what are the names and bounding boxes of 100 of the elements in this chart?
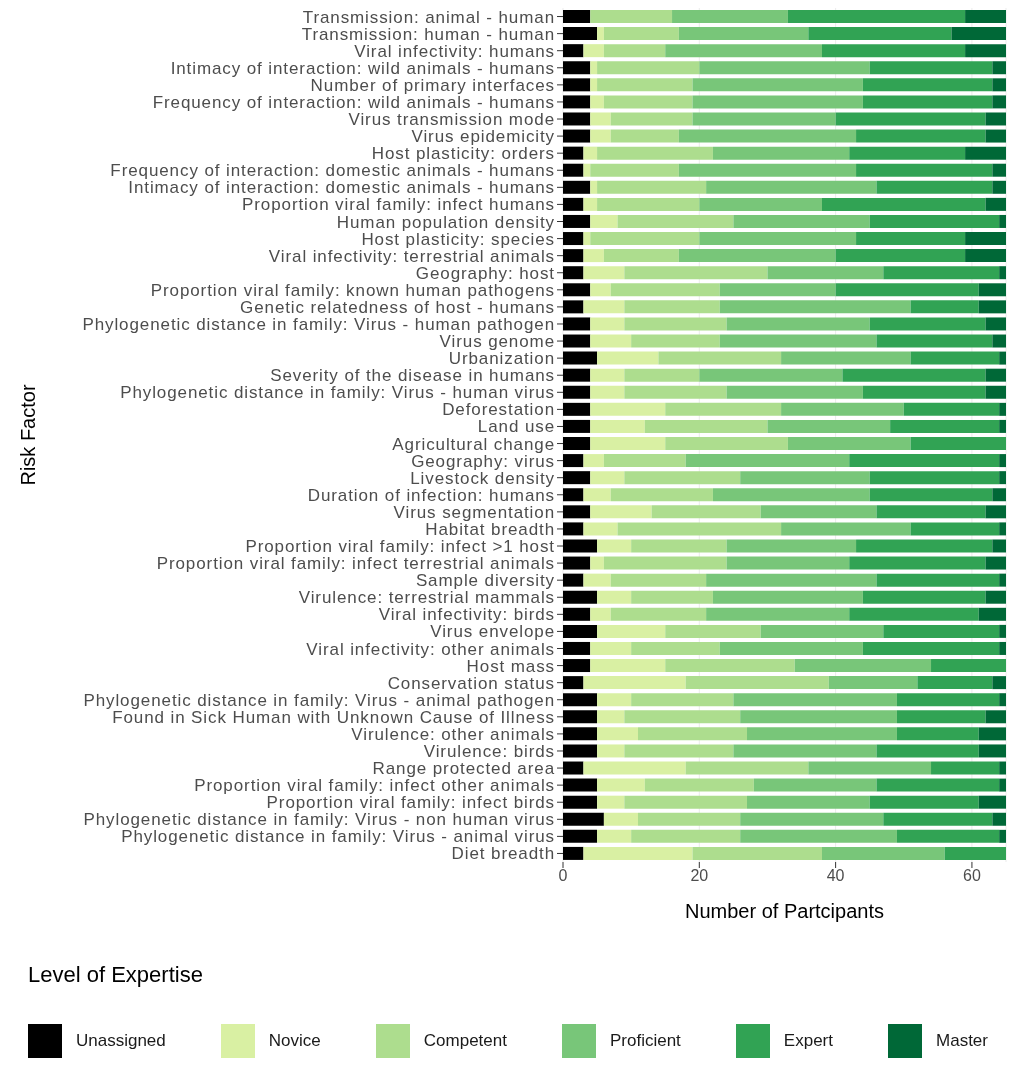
legend-label: Competent — [423, 1031, 507, 1051]
legend-label: Proficient — [609, 1031, 681, 1051]
bar — [590, 402, 666, 416]
bar — [992, 676, 1006, 690]
bar — [876, 334, 993, 348]
bar — [821, 44, 966, 58]
y-axis-title: Risk Factor — [17, 384, 40, 486]
bar — [583, 266, 625, 280]
bar — [563, 693, 598, 707]
bar — [890, 419, 1000, 433]
bar — [740, 812, 884, 826]
bar — [665, 402, 782, 416]
bar — [624, 795, 748, 809]
y-tick-label: Proportion viral family: infect >1 host — [245, 537, 555, 557]
y-tick-label: Viral infectivity: other animals — [306, 639, 555, 659]
legend-label: Expert — [783, 1031, 833, 1051]
bar — [563, 727, 598, 741]
y-tick-label: Agricultural change — [392, 434, 555, 454]
bar — [931, 659, 1006, 673]
bar — [842, 368, 986, 382]
bar — [896, 829, 1000, 843]
bar — [563, 778, 598, 792]
bar — [903, 402, 1000, 416]
bar — [583, 488, 611, 502]
bar — [869, 795, 979, 809]
bar — [563, 710, 598, 724]
y-tick-label: Virus genome — [439, 332, 555, 352]
bar — [590, 641, 632, 655]
bar — [563, 573, 584, 587]
bar — [617, 214, 734, 228]
bar — [992, 78, 1006, 92]
bar — [583, 676, 686, 690]
y-tick-label: Phylogenetic distance in family: Virus - non human virus — [83, 810, 555, 830]
bar — [590, 317, 625, 331]
bar — [590, 607, 611, 621]
bar — [597, 27, 604, 41]
bar — [985, 590, 1006, 604]
y-tick-label: Viral infectivity: birds — [378, 605, 555, 625]
bar — [590, 437, 666, 450]
bar — [740, 471, 870, 485]
bar — [883, 624, 1000, 638]
bar — [712, 146, 850, 160]
bar — [631, 693, 734, 707]
bar — [985, 556, 1006, 570]
y-tick-label: Host plasticity: orders — [371, 144, 555, 164]
bar — [985, 710, 1006, 724]
bar — [856, 232, 966, 246]
bar — [563, 78, 591, 92]
bar — [992, 95, 1006, 109]
bar — [603, 454, 686, 468]
y-tick-label: Proportion viral family: infect terrestrial animals — [156, 554, 555, 574]
bar — [583, 197, 598, 211]
bar — [563, 163, 584, 177]
bar — [896, 693, 1000, 707]
bar — [563, 146, 584, 160]
bar — [965, 44, 1006, 58]
bar — [603, 95, 693, 109]
bar — [747, 795, 870, 809]
bar — [597, 829, 632, 843]
y-tick-label: Virus epidemicity — [411, 127, 555, 147]
bar — [835, 112, 986, 126]
bar — [563, 829, 598, 843]
bar — [563, 590, 598, 604]
bar — [583, 163, 591, 177]
bar — [917, 676, 993, 690]
bar — [999, 214, 1006, 228]
bar — [999, 522, 1006, 536]
bar — [699, 61, 870, 75]
bar — [978, 727, 1006, 741]
bar — [631, 590, 713, 604]
bar — [563, 471, 591, 485]
bar — [999, 402, 1006, 416]
bar — [678, 163, 857, 177]
bar — [767, 419, 891, 433]
y-tick-label: Phylogenetic distance in family: Virus - animal pathogen — [83, 690, 555, 710]
bar — [563, 812, 604, 826]
bar — [910, 351, 1000, 365]
bar — [597, 710, 625, 724]
bar — [706, 573, 877, 587]
bar — [978, 607, 1006, 621]
y-tick-label: Deforestation — [442, 400, 555, 420]
bar — [624, 471, 741, 485]
bar — [733, 693, 897, 707]
bar — [624, 385, 727, 399]
y-tick-label: Range protected area — [372, 759, 555, 779]
bar — [992, 334, 1006, 348]
bar — [665, 624, 761, 638]
y-tick-label: Geography: host — [415, 263, 555, 283]
bar — [563, 761, 584, 775]
bar — [678, 129, 857, 143]
y-tick-label: Proportion viral family: infect birds — [266, 793, 555, 813]
bar — [883, 266, 1000, 280]
bar — [808, 761, 932, 775]
bar — [597, 693, 632, 707]
y-tick-label: Host mass — [466, 656, 555, 676]
bar — [597, 351, 659, 365]
legend-label: Novice — [268, 1031, 321, 1051]
bar — [985, 197, 1006, 211]
bar — [597, 795, 625, 809]
bar — [583, 522, 618, 536]
